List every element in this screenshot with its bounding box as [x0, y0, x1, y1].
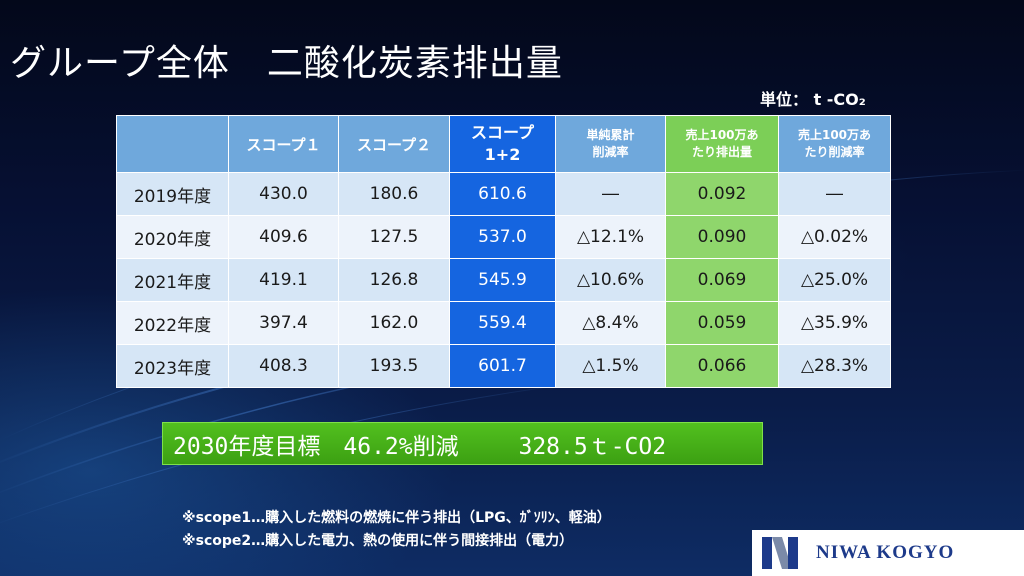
- scope2-cell: 126.8: [338, 258, 450, 302]
- per-sales-cell: 0.069: [665, 258, 779, 302]
- scope12-cell: 610.6: [449, 172, 556, 216]
- per-sales-reduction-cell: ―: [778, 172, 891, 216]
- header-scope12-line1: スコープ: [470, 123, 535, 142]
- year-cell: 2021年度: [116, 258, 229, 302]
- per-sales-cell: 0.059: [665, 301, 779, 345]
- page-title: グループ全体 二酸化炭素排出量: [10, 43, 563, 84]
- per-sales-reduction-cell: △35.9%: [778, 301, 891, 345]
- header-scope12: スコープ 1+2: [449, 115, 556, 173]
- per-sales-cell: 0.092: [665, 172, 779, 216]
- niwa-kogyo-logo-mark-icon: [758, 533, 802, 573]
- scope1-cell: 409.6: [228, 215, 339, 259]
- scope1-cell: 430.0: [228, 172, 339, 216]
- reduction-cell: △8.4%: [555, 301, 666, 345]
- year-cell: 2019年度: [116, 172, 229, 216]
- note-scope2: ※scope2…購入した電力、熱の使用に伴う間接排出（電力）: [182, 533, 574, 549]
- company-name: NIWA KOGYO: [816, 542, 955, 563]
- table-header-row: スコープ１ スコープ２ スコープ 1+2 単純累計 削減率 売上100万あ たり排出量…: [116, 115, 891, 173]
- year-cell: 2023年度: [116, 344, 229, 388]
- header-per-sales-reduction-line2: たり削減率: [804, 145, 865, 159]
- scope12-cell: 537.0: [449, 215, 556, 259]
- scope2-cell: 162.0: [338, 301, 450, 345]
- table-row: 2022年度 397.4 162.0 559.4 △8.4% 0.059 △35…: [116, 301, 891, 345]
- header-scope1: スコープ１: [228, 115, 339, 173]
- per-sales-reduction-cell: △25.0%: [778, 258, 891, 302]
- scope2-cell: 180.6: [338, 172, 450, 216]
- header-per-sales-line2: たり排出量: [691, 145, 752, 159]
- per-sales-reduction-cell: △0.02%: [778, 215, 891, 259]
- table-row: 2020年度 409.6 127.5 537.0 △12.1% 0.090 △0…: [116, 215, 891, 259]
- scope1-cell: 397.4: [228, 301, 339, 345]
- header-per-sales: 売上100万あ たり排出量: [665, 115, 779, 173]
- table-row: 2019年度 430.0 180.6 610.6 ― 0.092 ―: [116, 172, 891, 216]
- unit-label: 単位： t -CO₂: [760, 90, 866, 109]
- header-scope12-line2: 1+2: [484, 145, 521, 164]
- table-row: 2021年度 419.1 126.8 545.9 △10.6% 0.069 △2…: [116, 258, 891, 302]
- per-sales-reduction-cell: △28.3%: [778, 344, 891, 388]
- scope2-cell: 193.5: [338, 344, 450, 388]
- scope1-cell: 419.1: [228, 258, 339, 302]
- header-per-sales-line1: 売上100万あ: [685, 128, 759, 142]
- notes: ※scope1…購入した燃料の燃焼に伴う排出（LPG、ｶﾞｿﾘﾝ、軽油） ※sc…: [182, 507, 611, 553]
- header-reduction-line2: 削減率: [592, 145, 629, 159]
- target-2030-banner: 2030年度目標 46.2%削減 328.5ｔ-CO2: [162, 422, 763, 465]
- note-scope1: ※scope1…購入した燃料の燃焼に伴う排出（LPG、ｶﾞｿﾘﾝ、軽油）: [182, 510, 611, 526]
- company-logo: NIWA KOGYO: [752, 530, 1024, 576]
- header-per-sales-reduction-line1: 売上100万あ: [797, 128, 872, 142]
- per-sales-cell: 0.090: [665, 215, 779, 259]
- header-reduction: 単純累計 削減率: [555, 115, 666, 173]
- year-cell: 2020年度: [116, 215, 229, 259]
- reduction-cell: △10.6%: [555, 258, 666, 302]
- emissions-table: スコープ１ スコープ２ スコープ 1+2 単純累計 削減率 売上100万あ たり排出量…: [116, 115, 891, 388]
- header-reduction-line1: 単純累計: [586, 128, 635, 142]
- reduction-cell: ―: [555, 172, 666, 216]
- scope12-cell: 545.9: [449, 258, 556, 302]
- scope12-cell: 601.7: [449, 344, 556, 388]
- table-row: 2023年度 408.3 193.5 601.7 △1.5% 0.066 △28…: [116, 344, 891, 388]
- reduction-cell: △1.5%: [555, 344, 666, 388]
- scope2-cell: 127.5: [338, 215, 450, 259]
- scope12-cell: 559.4: [449, 301, 556, 345]
- header-corner: [116, 115, 229, 173]
- per-sales-cell: 0.066: [665, 344, 779, 388]
- year-cell: 2022年度: [116, 301, 229, 345]
- reduction-cell: △12.1%: [555, 215, 666, 259]
- header-per-sales-reduction: 売上100万あ たり削減率: [778, 115, 891, 173]
- header-scope2: スコープ２: [338, 115, 450, 173]
- scope1-cell: 408.3: [228, 344, 339, 388]
